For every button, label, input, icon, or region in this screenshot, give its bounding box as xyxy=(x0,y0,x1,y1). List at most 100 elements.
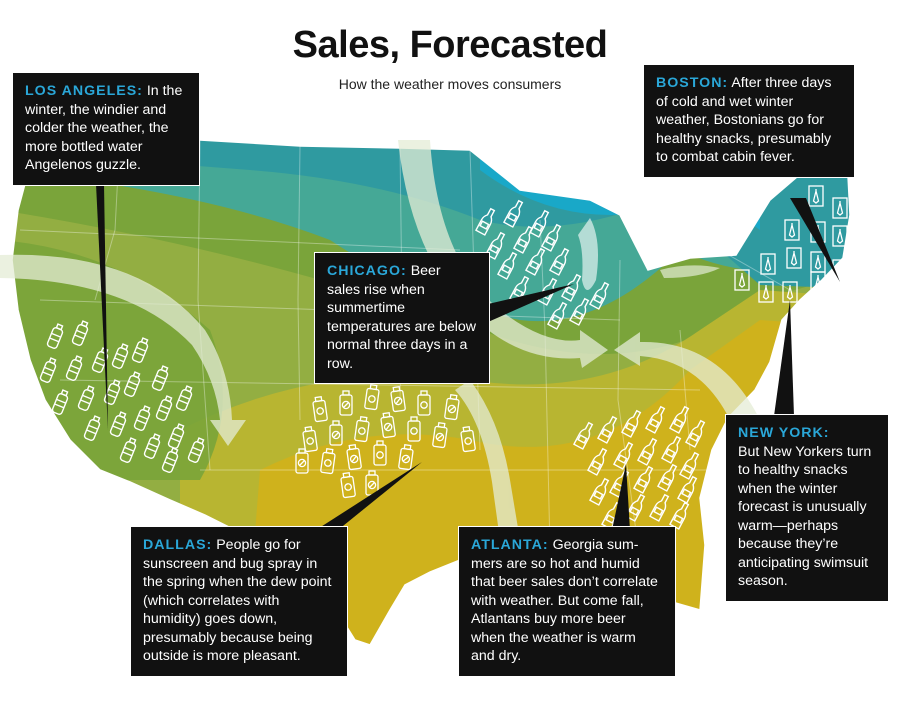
arrow-south xyxy=(455,380,520,540)
beer-bottle-icon xyxy=(485,231,506,260)
beer-bottle-icon xyxy=(589,281,610,310)
beer-bottle-icon xyxy=(525,247,546,276)
callout-text: In the winter, the windier and colder th… xyxy=(25,83,183,173)
beer-bottle-icon xyxy=(657,463,678,492)
beer-bottle-icon xyxy=(661,435,682,464)
arrow-east xyxy=(614,332,760,420)
callout-city: NEW YORK: xyxy=(738,425,830,441)
beer-bottle-icon xyxy=(633,465,654,494)
callout-los-angeles: LOS ANGELES: In the winter, the windier … xyxy=(12,72,200,186)
sunscreen-bug-spray-icon xyxy=(398,443,414,471)
callout-city: BOSTON: xyxy=(656,75,729,91)
beer-bottle-icon xyxy=(649,493,670,522)
water-bottle-icon xyxy=(71,320,89,346)
healthy-snack-carrot-icon xyxy=(832,197,848,219)
beer-bottle-icon xyxy=(503,199,524,228)
sunscreen-bug-spray-icon xyxy=(373,440,387,466)
beer-bottle-icon xyxy=(677,475,698,504)
sunscreen-bug-spray-icon xyxy=(295,448,309,474)
pointer-dallas xyxy=(316,462,422,530)
pointer-chicago xyxy=(488,284,574,322)
sunscreen-bug-spray-icon xyxy=(312,395,328,423)
beer-bottle-icon xyxy=(637,437,658,466)
sunscreen-bug-spray-icon xyxy=(432,421,448,449)
callout-city: CHICAGO: xyxy=(327,263,407,279)
beer-bottle-icon xyxy=(621,409,642,438)
water-bottle-icon xyxy=(175,385,193,411)
callout-text: But New Yorkers turn to healthy snacks w… xyxy=(738,443,872,590)
water-bottle-icon xyxy=(187,437,205,463)
callout-text: Georgia sum­mers are so hot and humid th… xyxy=(471,537,658,664)
water-bottle-icon xyxy=(133,405,151,431)
pointer-new-york xyxy=(774,300,794,416)
water-bottle-icon xyxy=(65,355,83,381)
beer-bottle-icon xyxy=(529,209,550,238)
pointer-layer xyxy=(96,184,840,530)
sunscreen-bug-spray-icon xyxy=(340,471,356,499)
beer-bottle-icon xyxy=(669,405,690,434)
beer-bottle-icon xyxy=(549,247,570,276)
callout-new-york: NEW YORK: But New Yorkers turn to health… xyxy=(725,414,889,602)
arrow-west xyxy=(0,254,246,446)
water-bottle-icon xyxy=(155,395,173,421)
icon-layer xyxy=(39,185,870,530)
healthy-snack-carrot-icon xyxy=(784,219,800,241)
sunscreen-bug-spray-icon xyxy=(354,415,370,443)
water-bottle-icon xyxy=(167,423,185,449)
water-bottle-icon xyxy=(46,323,64,349)
sunscreen-bug-spray-icon xyxy=(460,425,476,453)
beer-bottle-icon xyxy=(645,405,666,434)
water-bottle-icon xyxy=(39,357,57,383)
beer-bottle-icon xyxy=(573,421,594,450)
healthy-snack-carrot-icon xyxy=(810,271,826,293)
callout-atlanta: ATLANTA: Georgia sum­mers are so hot and… xyxy=(458,526,676,677)
beer-bottle-icon xyxy=(679,451,700,480)
beer-bottle-icon xyxy=(541,223,562,252)
beer-bottle-icon xyxy=(513,225,534,254)
callout-text: Beer sales rise when summer­time tempera… xyxy=(327,263,477,372)
callout-city: DALLAS: xyxy=(143,537,213,553)
pointer-los-angeles xyxy=(96,184,108,430)
beer-bottle-icon xyxy=(569,297,590,326)
healthy-snack-carrot-icon xyxy=(786,247,802,269)
water-bottle-icon xyxy=(109,411,127,437)
beer-bottle-icon xyxy=(597,415,618,444)
healthy-snack-carrot-icon xyxy=(760,253,776,275)
callout-text: After three days of cold and wet winter … xyxy=(656,75,832,165)
beer-bottle-icon xyxy=(497,251,518,280)
great-lakes xyxy=(578,218,598,290)
us-outline xyxy=(11,127,851,646)
water-bottle-icon xyxy=(131,337,149,363)
sunscreen-bug-spray-icon xyxy=(407,416,421,442)
pointer-atlanta xyxy=(612,464,630,530)
callout-city: LOS ANGELES: xyxy=(25,83,143,99)
beer-bottle-icon xyxy=(685,419,706,448)
water-bottle-icon xyxy=(119,437,137,463)
water-bottle-icon xyxy=(151,365,169,391)
beer-bottle-icon xyxy=(589,477,610,506)
water-bottle-icon xyxy=(51,389,69,415)
beer-bottle-icon xyxy=(613,441,634,470)
pointer-boston xyxy=(790,198,840,282)
sunscreen-bug-spray-icon xyxy=(302,425,318,453)
beer-bottle-icon xyxy=(475,207,496,236)
healthy-snack-carrot-icon xyxy=(734,269,750,291)
beer-bottle-icon xyxy=(561,273,582,302)
healthy-snack-carrot-icon xyxy=(832,225,848,247)
page-subtitle: How the weather moves consumers xyxy=(338,76,562,92)
callout-dallas: DALLAS: People go for sunscreen and bug … xyxy=(130,526,348,677)
page-title: Sales, Forecasted xyxy=(292,24,608,66)
water-bottle-icon xyxy=(161,447,179,473)
beer-bottle-icon xyxy=(625,493,646,522)
sunscreen-bug-spray-icon xyxy=(339,390,353,416)
sunscreen-bug-spray-icon xyxy=(380,411,396,439)
callout-boston: BOSTON: After three days of cold and wet… xyxy=(643,64,855,178)
water-bottle-icon xyxy=(123,371,141,397)
sunscreen-bug-spray-icon xyxy=(346,443,362,471)
healthy-snack-carrot-icon xyxy=(758,281,774,303)
water-bottle-icon xyxy=(77,385,95,411)
beer-bottle-icon xyxy=(547,301,568,330)
healthy-snack-carrot-icon xyxy=(808,185,824,207)
sunscreen-bug-spray-icon xyxy=(320,447,336,475)
healthy-snack-carrot-icon xyxy=(854,195,870,217)
